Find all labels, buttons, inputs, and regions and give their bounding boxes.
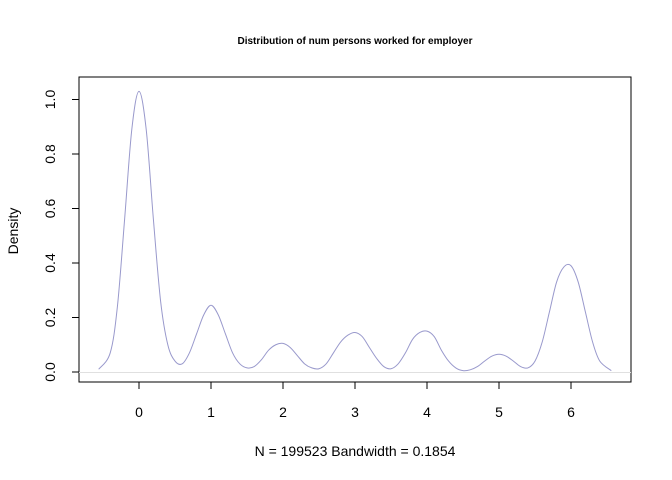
series-group — [98, 90, 612, 372]
x-tick-label: 4 — [423, 404, 431, 420]
chart-title: Distribution of num persons worked for e… — [237, 36, 472, 47]
y-tick-label: 0.6 — [42, 199, 58, 219]
density-line — [98, 90, 612, 372]
x-tick-label: 5 — [495, 404, 503, 420]
y-tick-label: 1.0 — [42, 90, 58, 110]
y-tick-label: 0.2 — [42, 308, 58, 328]
x-tick-label: 0 — [135, 404, 143, 420]
y-tick-label: 0.0 — [42, 362, 58, 382]
plot-frame — [78, 76, 632, 383]
x-axis-label: N = 199523 Bandwidth = 0.1854 — [255, 443, 456, 459]
y-tick-label: 0.4 — [42, 253, 58, 273]
x-tick-label: 1 — [207, 404, 215, 420]
x-tick-label: 2 — [279, 404, 287, 420]
y-tick-label: 0.8 — [42, 144, 58, 164]
x-axis: 0 1 2 3 4 5 6 — [135, 381, 575, 420]
y-axis-label: Density — [5, 208, 21, 255]
y-axis: 0.0 0.2 0.4 0.6 0.8 1.0 — [42, 90, 80, 382]
x-tick-label: 3 — [351, 404, 359, 420]
x-tick-label: 6 — [567, 404, 575, 420]
